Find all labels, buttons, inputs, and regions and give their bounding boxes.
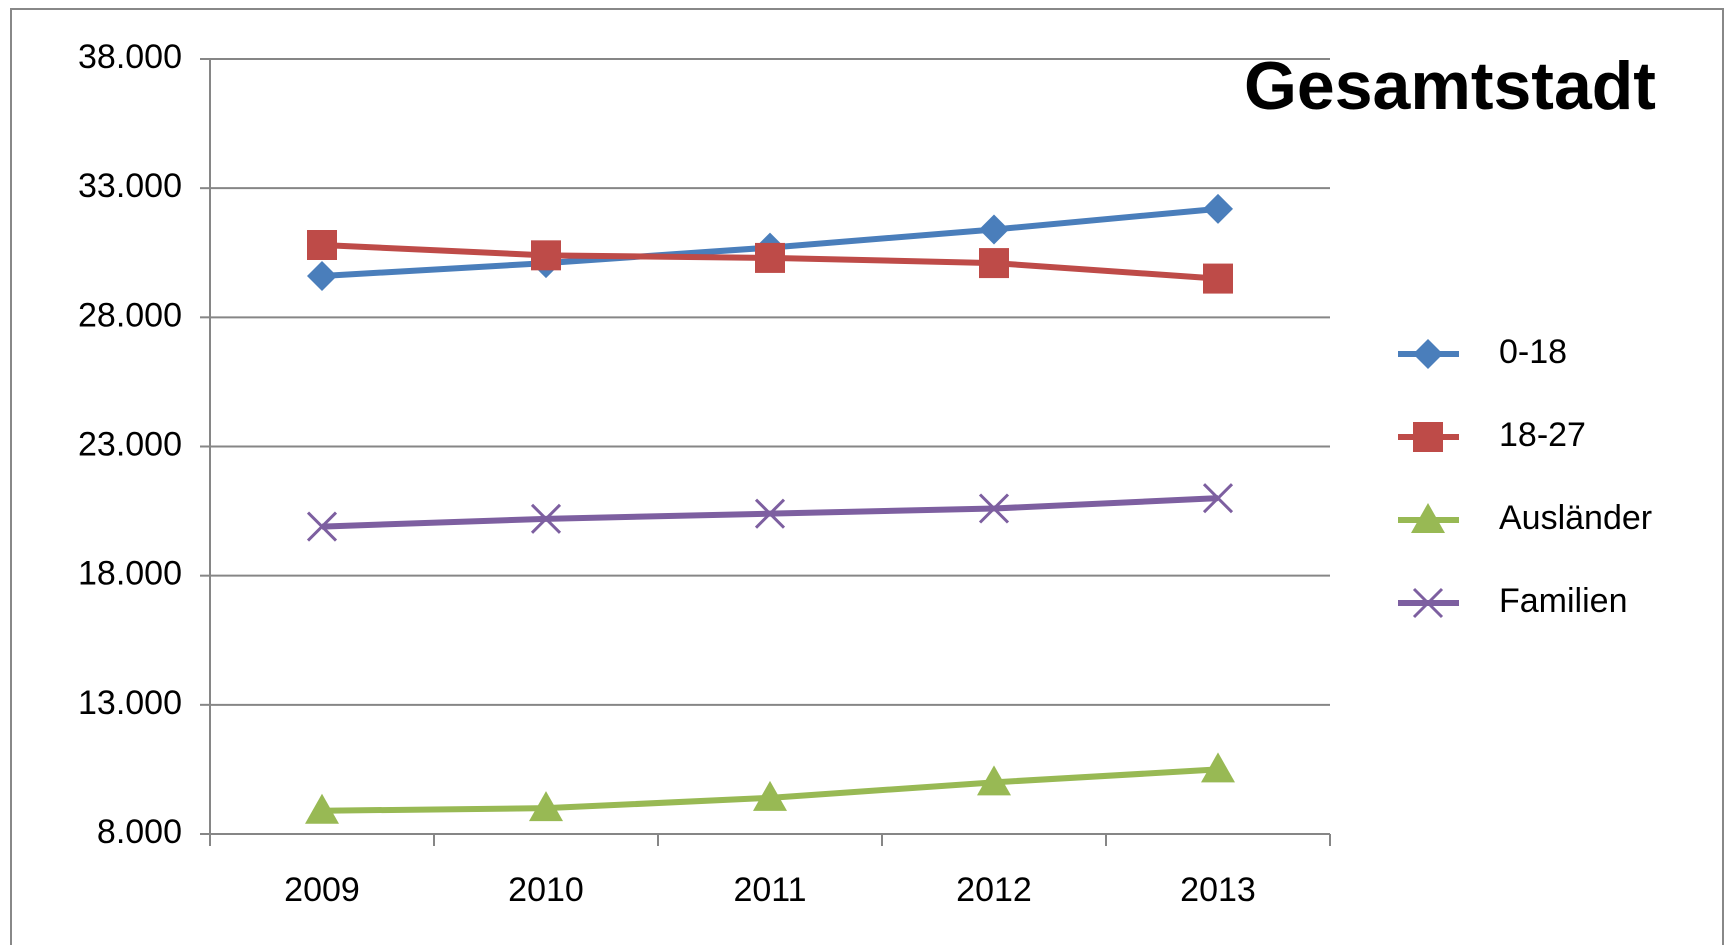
- marker: [1413, 422, 1443, 452]
- y-tick-label: 13.000: [78, 684, 182, 722]
- y-tick-label: 33.000: [78, 167, 182, 205]
- y-tick-label: 38.000: [78, 38, 182, 76]
- marker: [1203, 263, 1233, 294]
- marker: [754, 498, 786, 529]
- marker: [755, 242, 785, 273]
- marker: [979, 214, 1009, 245]
- marker: [529, 791, 563, 822]
- marker: [307, 261, 337, 291]
- y-tick-label: 8.000: [97, 813, 182, 851]
- legend-label: Familien: [1499, 582, 1627, 620]
- marker: [978, 493, 1010, 524]
- marker: [531, 240, 561, 271]
- y-tick-label: 28.000: [78, 296, 182, 334]
- y-tick-label: 23.000: [78, 425, 182, 463]
- x-tick-label: 2009: [284, 871, 360, 909]
- legend-label: Ausländer: [1499, 499, 1652, 537]
- x-tick-label: 2013: [1180, 871, 1256, 909]
- marker: [1413, 339, 1443, 369]
- marker: [979, 248, 1009, 279]
- legend-label: 0-18: [1499, 333, 1567, 371]
- marker: [1203, 193, 1233, 224]
- marker: [530, 503, 562, 534]
- marker: [305, 793, 339, 824]
- marker: [753, 780, 787, 811]
- marker: [1412, 587, 1444, 619]
- marker: [1201, 752, 1235, 783]
- x-tick-label: 2010: [508, 871, 584, 909]
- marker: [1202, 483, 1234, 514]
- y-tick-label: 18.000: [78, 555, 182, 593]
- legend-label: 18-27: [1499, 416, 1586, 454]
- marker: [1411, 503, 1445, 533]
- x-tick-label: 2012: [956, 871, 1032, 909]
- marker: [306, 511, 338, 542]
- chart-title: Gesamtstadt: [1244, 48, 1656, 124]
- marker: [307, 230, 337, 260]
- x-tick-label: 2011: [733, 871, 806, 909]
- marker: [977, 765, 1011, 796]
- chart-frame: [10, 8, 1724, 945]
